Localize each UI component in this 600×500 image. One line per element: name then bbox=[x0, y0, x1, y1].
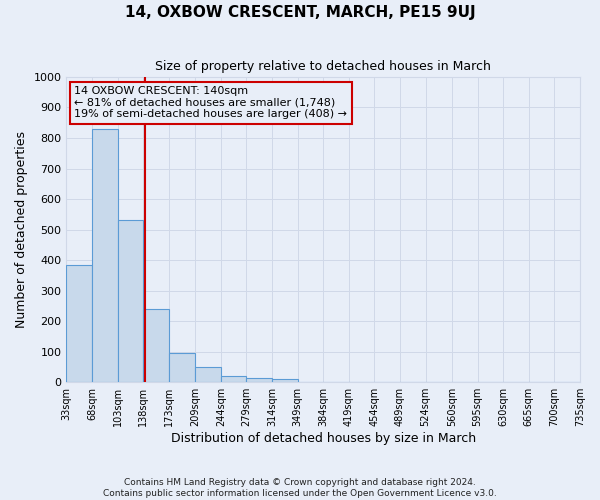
Text: Contains HM Land Registry data © Crown copyright and database right 2024.
Contai: Contains HM Land Registry data © Crown c… bbox=[103, 478, 497, 498]
Bar bbox=[221, 376, 247, 382]
Y-axis label: Number of detached properties: Number of detached properties bbox=[15, 131, 28, 328]
X-axis label: Distribution of detached houses by size in March: Distribution of detached houses by size … bbox=[170, 432, 476, 445]
Bar bbox=[169, 353, 195, 382]
Bar bbox=[118, 220, 143, 382]
Bar bbox=[247, 378, 272, 382]
Text: 14, OXBOW CRESCENT, MARCH, PE15 9UJ: 14, OXBOW CRESCENT, MARCH, PE15 9UJ bbox=[125, 5, 475, 20]
Text: 14 OXBOW CRESCENT: 140sqm
← 81% of detached houses are smaller (1,748)
19% of se: 14 OXBOW CRESCENT: 140sqm ← 81% of detac… bbox=[74, 86, 347, 120]
Bar bbox=[195, 367, 221, 382]
Bar bbox=[272, 379, 298, 382]
Title: Size of property relative to detached houses in March: Size of property relative to detached ho… bbox=[155, 60, 491, 73]
Bar bbox=[92, 129, 118, 382]
Bar bbox=[67, 264, 92, 382]
Bar bbox=[143, 309, 169, 382]
